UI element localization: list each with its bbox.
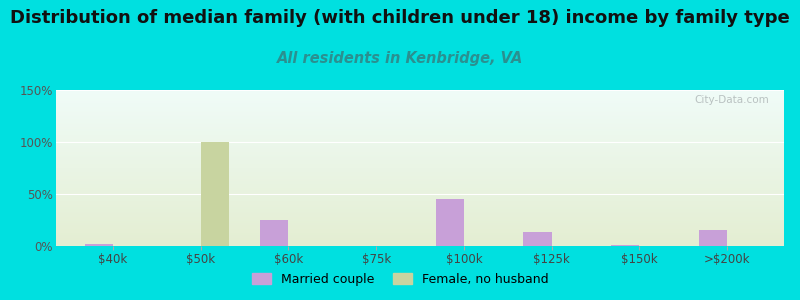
Bar xyxy=(201,142,229,246)
Bar xyxy=(611,245,639,246)
Text: City-Data.com: City-Data.com xyxy=(694,95,770,105)
Text: Distribution of median family (with children under 18) income by family type: Distribution of median family (with chil… xyxy=(10,9,790,27)
Bar xyxy=(436,199,464,246)
Bar xyxy=(523,232,551,246)
Text: All residents in Kenbridge, VA: All residents in Kenbridge, VA xyxy=(277,51,523,66)
Legend: Married couple, Female, no husband: Married couple, Female, no husband xyxy=(247,268,553,291)
Bar xyxy=(699,230,727,246)
Bar xyxy=(260,220,289,246)
Bar xyxy=(85,244,113,246)
